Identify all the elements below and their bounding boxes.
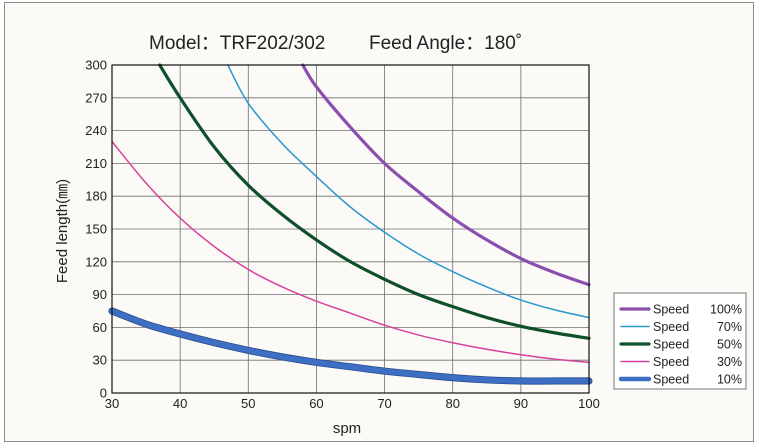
- series-line: [227, 64, 590, 319]
- y-axis-label: Feed length(㎜): [54, 179, 71, 283]
- legend-value: 30%: [717, 355, 742, 369]
- y-tick-label: 120: [85, 254, 107, 269]
- legend-label: Speed: [653, 373, 689, 387]
- legend-value: 10%: [717, 373, 742, 387]
- x-tick-label: 90: [514, 396, 528, 411]
- x-tick-label: 80: [445, 396, 459, 411]
- series-line: [301, 63, 591, 287]
- legend-label: Speed: [653, 355, 689, 369]
- x-tick-label: 60: [309, 396, 323, 411]
- series-line: [109, 308, 592, 384]
- series-line: [111, 140, 590, 364]
- y-tick-label: 270: [85, 90, 107, 105]
- y-tick-label: 60: [93, 320, 107, 335]
- y-tick-label: 240: [85, 123, 107, 138]
- x-tick-label: 40: [173, 396, 187, 411]
- y-tick-label: 210: [85, 156, 107, 171]
- series-line-outline: [108, 307, 593, 385]
- feed-length-chart: 30 40 50 60 70 80 90 10003060901201501802102402…: [54, 33, 747, 437]
- y-tick-label: 180: [85, 189, 107, 204]
- x-tick-label: 100: [578, 396, 600, 411]
- tick-labels: 30 40 50 60 70 80 90 10003060901201501802102402…: [85, 58, 600, 412]
- x-tick-label: 30: [105, 396, 119, 411]
- y-tick-label: 0: [100, 386, 107, 401]
- legend-label: Speed: [653, 338, 689, 352]
- x-axis-label: spm: [333, 420, 361, 437]
- legend-value: 50%: [717, 338, 742, 352]
- series-group: [108, 63, 593, 385]
- legend: Speed 100% Speed 70% Speed 50% Speed 30% Speed 10…: [613, 292, 747, 390]
- y-tick-label: 90: [93, 287, 107, 302]
- legend-value: 70%: [717, 320, 742, 334]
- x-tick-label: 50: [241, 396, 255, 411]
- y-tick-label: 30: [93, 353, 107, 368]
- title-feed-angle: Feed Angle：180˚: [369, 33, 522, 54]
- title-model: Model：TRF202/302: [149, 33, 325, 54]
- legend-value: 100%: [710, 303, 742, 317]
- y-tick-label: 150: [85, 222, 107, 237]
- chart-panel: 30 40 50 60 70 80 90 100 0 30 60 90 120 150 180 210 240 2…: [4, 2, 754, 442]
- grid: [111, 64, 590, 394]
- legend-label: Speed: [653, 303, 689, 317]
- x-tick-label: 70: [377, 396, 391, 411]
- plot-frame: [111, 64, 590, 394]
- series-line: [158, 63, 591, 340]
- y-tick-label: 300: [85, 58, 107, 73]
- legend-label: Speed: [653, 320, 689, 334]
